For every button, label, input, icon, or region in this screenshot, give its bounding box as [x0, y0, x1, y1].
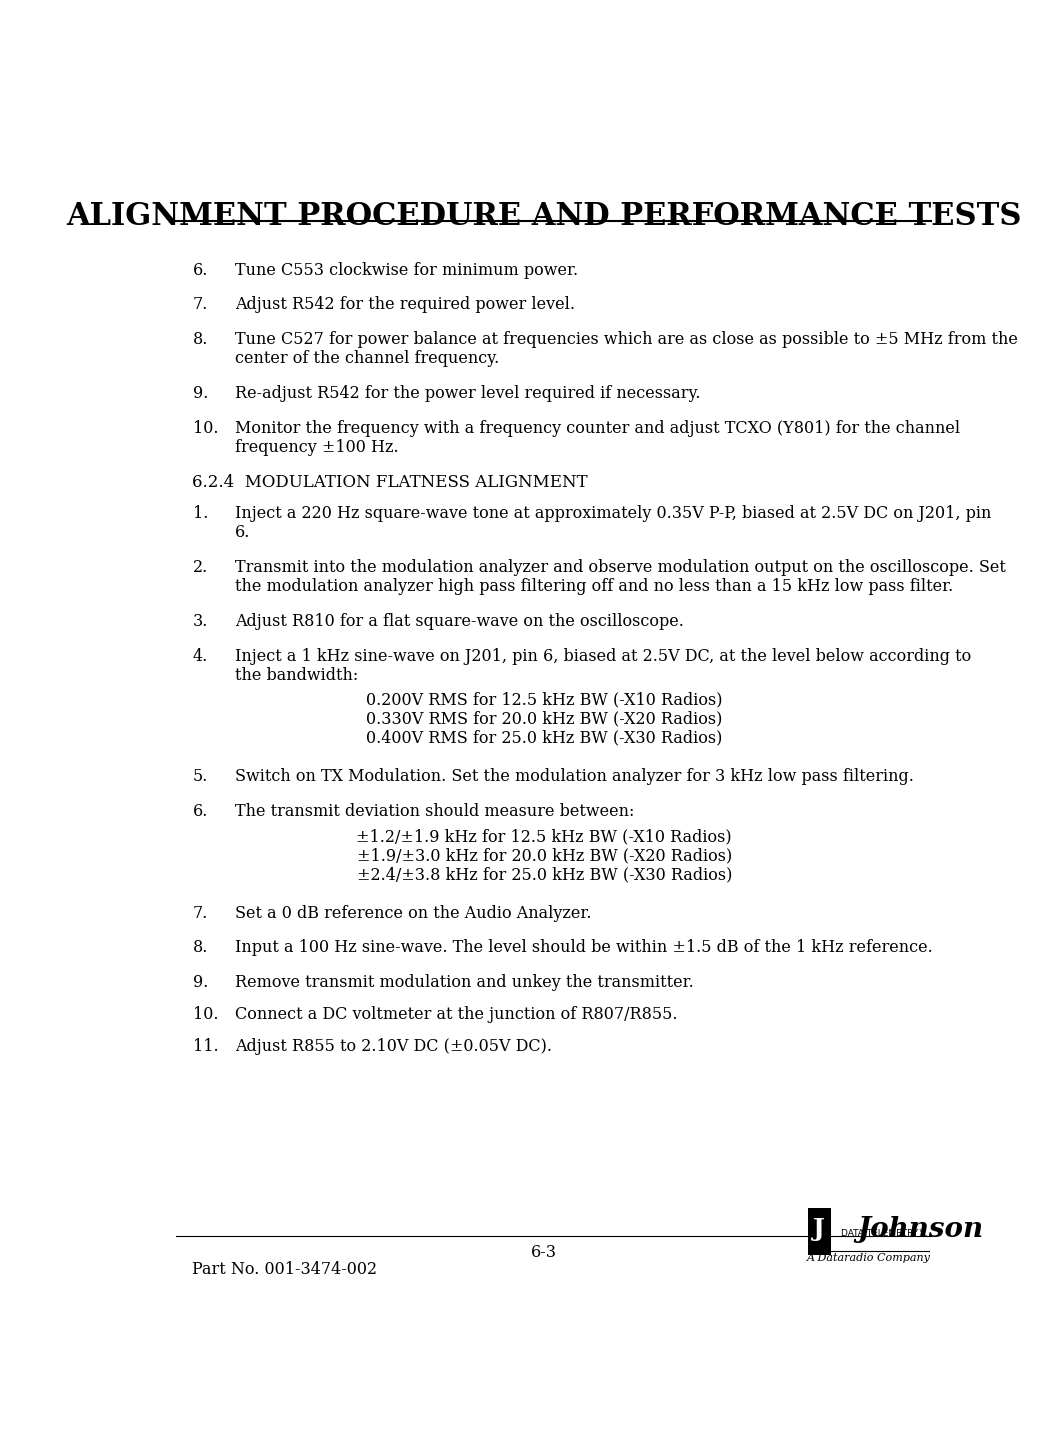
Text: 6.: 6. [235, 524, 251, 541]
Text: 8.: 8. [193, 939, 208, 956]
Text: 6-3: 6-3 [531, 1245, 558, 1261]
Text: Connect a DC voltmeter at the junction of R807/R855.: Connect a DC voltmeter at the junction o… [235, 1006, 678, 1023]
Text: 7.: 7. [193, 296, 208, 313]
Text: 2.: 2. [193, 559, 208, 576]
Text: frequency ±100 Hz.: frequency ±100 Hz. [235, 438, 398, 456]
Text: Inject a 1 kHz sine-wave on J201, pin 6, biased at 2.5V DC, at the level below a: Inject a 1 kHz sine-wave on J201, pin 6,… [235, 647, 971, 665]
Text: 3.: 3. [193, 612, 208, 630]
Text: ±1.2/±1.9 kHz for 12.5 kHz BW (-X10 Radios): ±1.2/±1.9 kHz for 12.5 kHz BW (-X10 Radi… [357, 829, 732, 844]
Text: 4.: 4. [193, 647, 208, 665]
Text: Johnson: Johnson [857, 1216, 983, 1244]
Text: Re-adjust R542 for the power level required if necessary.: Re-adjust R542 for the power level requi… [235, 385, 700, 402]
Text: J: J [813, 1217, 825, 1241]
Text: 6.: 6. [193, 804, 208, 820]
Text: 5.: 5. [193, 769, 208, 785]
Text: DATA TELEMETRY™: DATA TELEMETRY™ [841, 1229, 927, 1238]
Text: Adjust R542 for the required power level.: Adjust R542 for the required power level… [235, 296, 575, 313]
Text: 8.: 8. [193, 331, 208, 348]
Text: 11.: 11. [193, 1037, 219, 1055]
Text: 9.: 9. [193, 974, 208, 991]
Text: Transmit into the modulation analyzer and observe modulation output on the oscil: Transmit into the modulation analyzer an… [235, 559, 1006, 576]
Text: Tune C527 for power balance at frequencies which are as close as possible to ±5 : Tune C527 for power balance at frequenci… [235, 331, 1017, 348]
Text: Inject a 220 Hz square-wave tone at approximately 0.35V P-P, biased at 2.5V DC o: Inject a 220 Hz square-wave tone at appr… [235, 505, 991, 522]
Text: Adjust R810 for a flat square-wave on the oscilloscope.: Adjust R810 for a flat square-wave on th… [235, 612, 684, 630]
Text: The transmit deviation should measure between:: The transmit deviation should measure be… [235, 804, 634, 820]
Text: Input a 100 Hz sine-wave. The level should be within ±1.5 dB of the 1 kHz refere: Input a 100 Hz sine-wave. The level shou… [235, 939, 932, 956]
Text: 0.330V RMS for 20.0 kHz BW (-X20 Radios): 0.330V RMS for 20.0 kHz BW (-X20 Radios) [366, 711, 722, 728]
Bar [808, 1207, 830, 1255]
Text: the bandwidth:: the bandwidth: [235, 667, 358, 683]
Text: 0.200V RMS for 12.5 kHz BW (-X10 Radios): 0.200V RMS for 12.5 kHz BW (-X10 Radios) [366, 692, 722, 708]
Text: 7.: 7. [193, 904, 208, 921]
Text: 10.: 10. [193, 419, 219, 437]
Text: Switch on TX Modulation. Set the modulation analyzer for 3 kHz low pass filterin: Switch on TX Modulation. Set the modulat… [235, 769, 913, 785]
Text: Set a 0 dB reference on the Audio Analyzer.: Set a 0 dB reference on the Audio Analyz… [235, 904, 592, 921]
Text: Tune C553 clockwise for minimum power.: Tune C553 clockwise for minimum power. [235, 261, 578, 279]
Text: Part No. 001-3474-002: Part No. 001-3474-002 [192, 1261, 377, 1278]
Text: center of the channel frequency.: center of the channel frequency. [235, 350, 499, 367]
Text: 1.: 1. [193, 505, 208, 522]
Text: Adjust R855 to 2.10V DC (±0.05V DC).: Adjust R855 to 2.10V DC (±0.05V DC). [235, 1037, 552, 1055]
Text: Remove transmit modulation and unkey the transmitter.: Remove transmit modulation and unkey the… [235, 974, 693, 991]
Text: 9.: 9. [193, 385, 208, 402]
Text: ALIGNMENT PROCEDURE AND PERFORMANCE TESTS: ALIGNMENT PROCEDURE AND PERFORMANCE TEST… [67, 200, 1022, 232]
Text: 10.: 10. [193, 1006, 219, 1023]
Text: A Dataradio Company: A Dataradio Company [807, 1254, 930, 1264]
Text: Monitor the frequency with a frequency counter and adjust TCXO (Y801) for the ch: Monitor the frequency with a frequency c… [235, 419, 960, 437]
Text: 6.2.4  MODULATION FLATNESS ALIGNMENT: 6.2.4 MODULATION FLATNESS ALIGNMENT [192, 473, 587, 490]
Text: 6.: 6. [193, 261, 208, 279]
Text: ±2.4/±3.8 kHz for 25.0 kHz BW (-X30 Radios): ±2.4/±3.8 kHz for 25.0 kHz BW (-X30 Radi… [357, 866, 732, 884]
Text: ±1.9/±3.0 kHz for 20.0 kHz BW (-X20 Radios): ±1.9/±3.0 kHz for 20.0 kHz BW (-X20 Radi… [357, 847, 732, 863]
Text: 0.400V RMS for 25.0 kHz BW (-X30 Radios): 0.400V RMS for 25.0 kHz BW (-X30 Radios) [366, 730, 722, 747]
Text: the modulation analyzer high pass filtering off and no less than a 15 kHz low pa: the modulation analyzer high pass filter… [235, 577, 953, 595]
